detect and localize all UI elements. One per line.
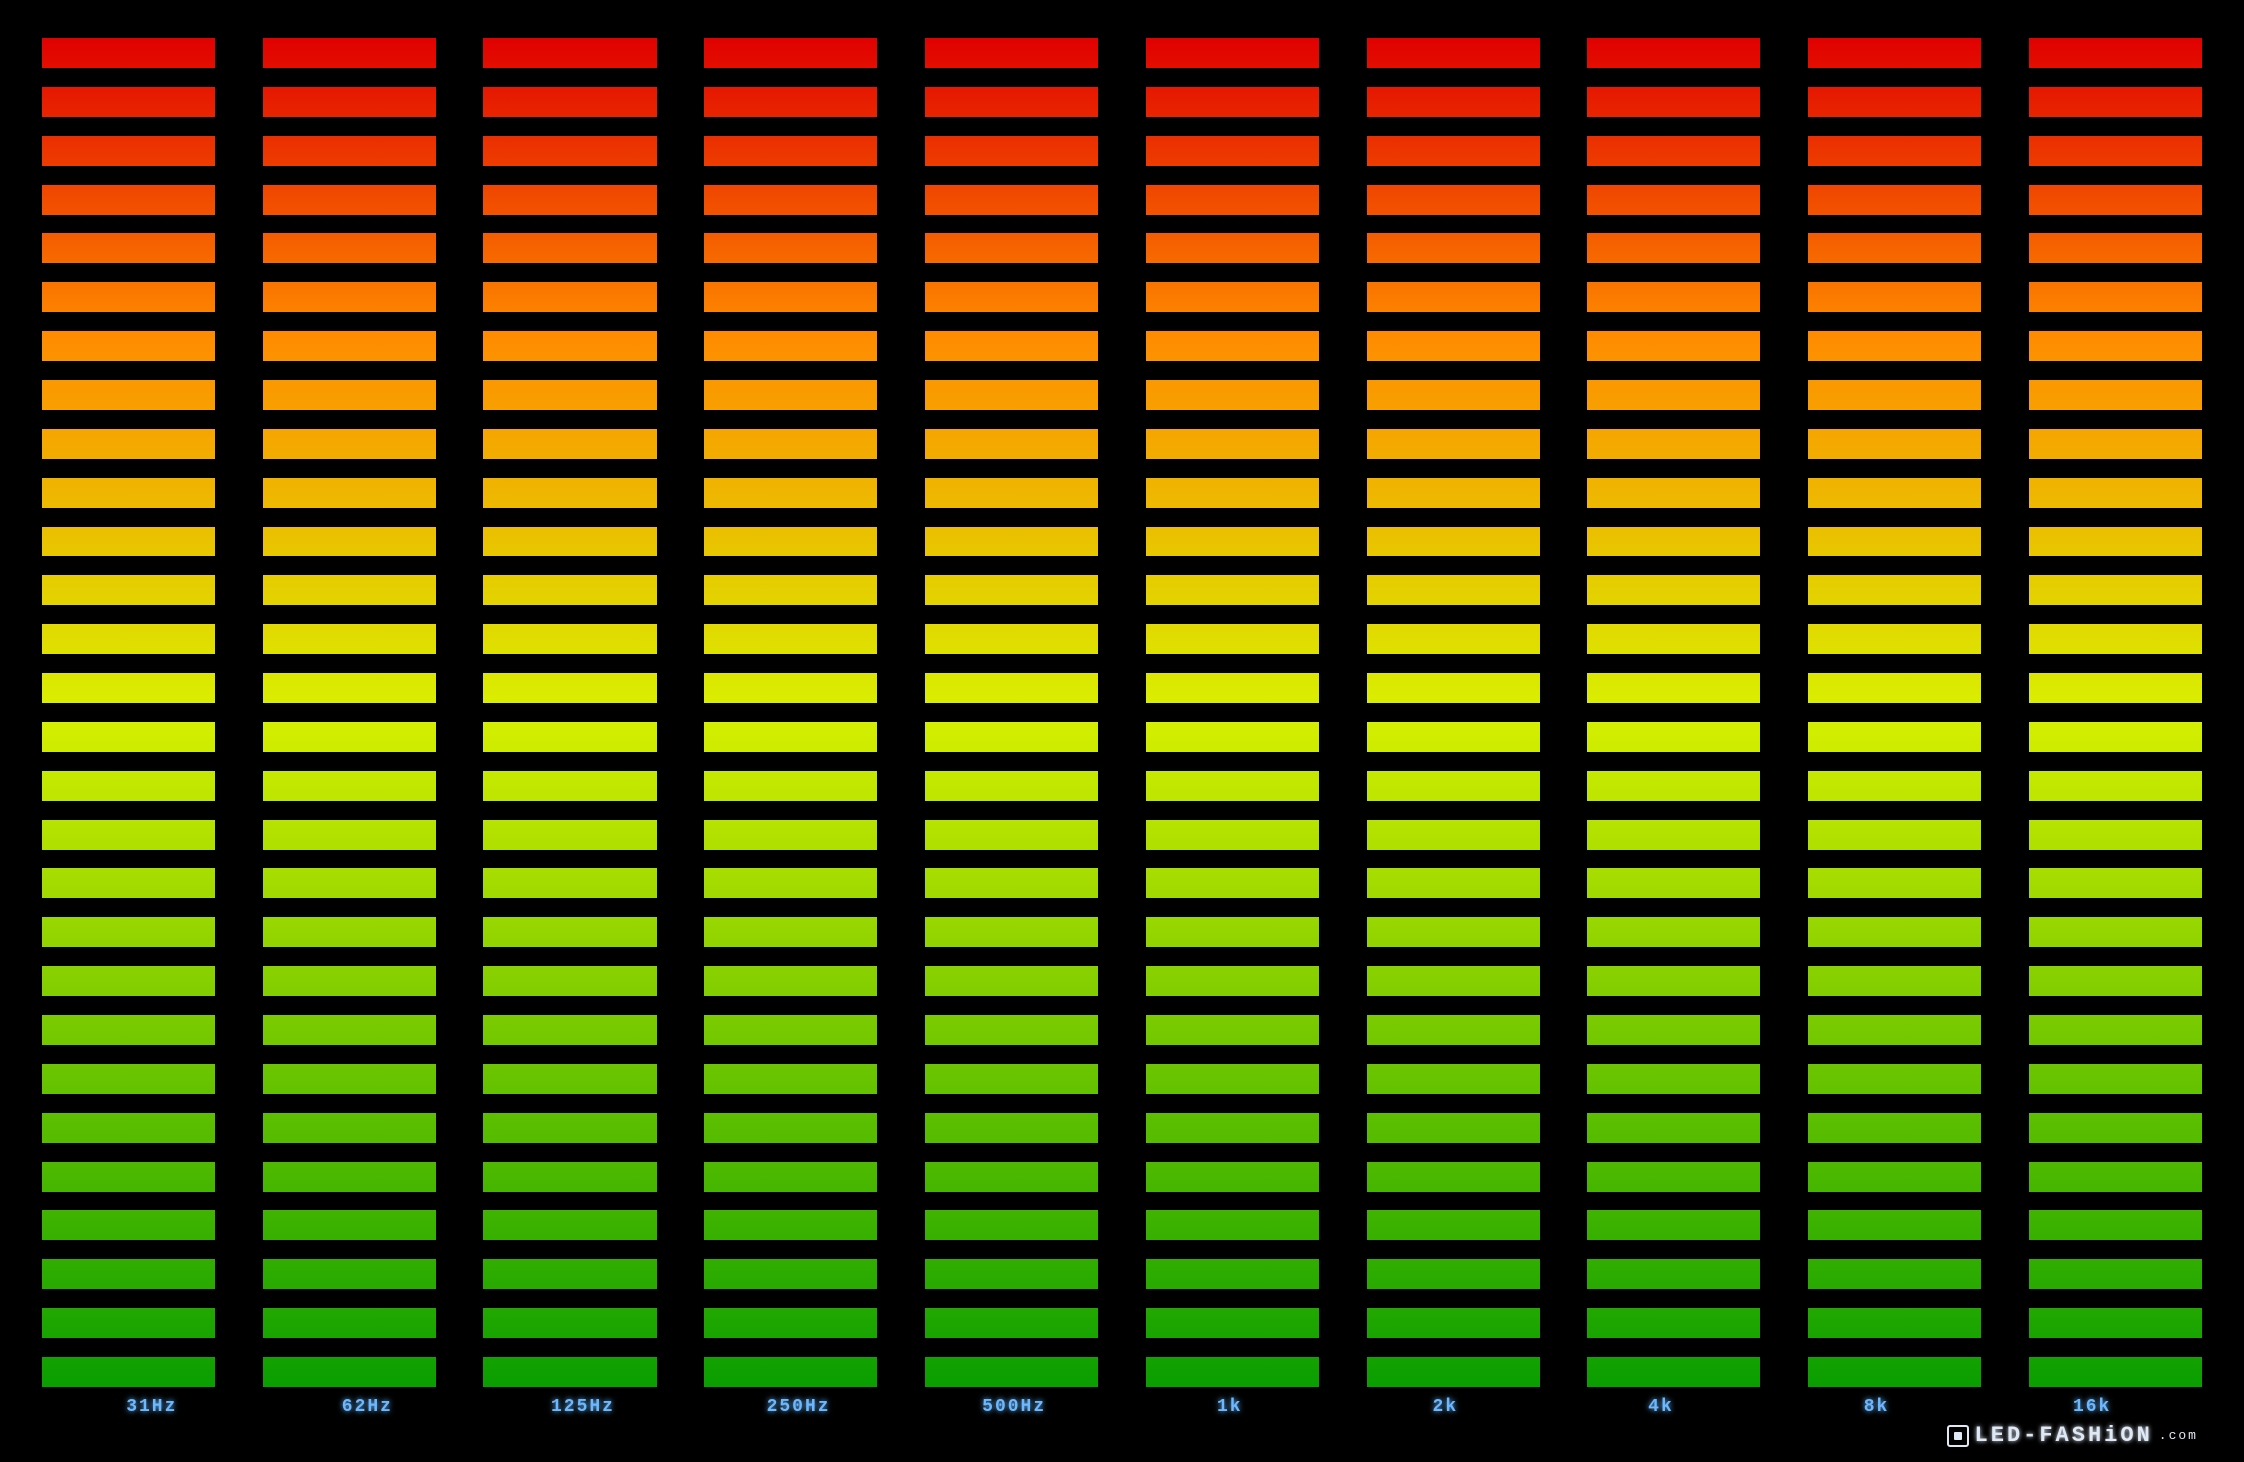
row-gap (42, 410, 2202, 429)
row-gap (42, 263, 2202, 282)
equalizer-grid (42, 38, 2202, 1387)
row-gap (42, 1045, 2202, 1064)
row-gap (42, 703, 2202, 722)
row-gap (42, 752, 2202, 771)
freq-label: 500Hz (906, 1397, 1122, 1417)
row-gap (42, 1192, 2202, 1211)
led-square-icon (1947, 1425, 1969, 1447)
row-gap (42, 508, 2202, 527)
row-gap (42, 556, 2202, 575)
freq-label: 2k (1338, 1397, 1554, 1417)
freq-label: 62Hz (260, 1397, 476, 1417)
row-gap (42, 850, 2202, 869)
frequency-labels-row: 31Hz62Hz125Hz250Hz500Hz1k2k4k8k16k (42, 1397, 2202, 1417)
row-gap (42, 459, 2202, 478)
row-gap (42, 312, 2202, 331)
row-gap (42, 1143, 2202, 1162)
row-gap (42, 361, 2202, 380)
freq-label: 4k (1553, 1397, 1769, 1417)
row-gap (42, 215, 2202, 234)
row-gap (42, 1338, 2202, 1357)
row-gap (42, 947, 2202, 966)
freq-label: 31Hz (44, 1397, 260, 1417)
row-gap (42, 996, 2202, 1015)
row-gap (42, 1240, 2202, 1259)
freq-label: 8k (1769, 1397, 1985, 1417)
freq-label: 250Hz (691, 1397, 907, 1417)
row-gap (42, 117, 2202, 136)
freq-label: 1k (1122, 1397, 1338, 1417)
equalizer-panel: 31Hz62Hz125Hz250Hz500Hz1k2k4k8k16k LED-F… (0, 0, 2244, 1462)
row-gap (42, 166, 2202, 185)
brand-row: LED-FASHiON .com (42, 1423, 2202, 1448)
brand-name: LED-FASHiON (1975, 1423, 2153, 1448)
row-gap (42, 68, 2202, 87)
row-gap (42, 898, 2202, 917)
brand-suffix: .com (2159, 1428, 2198, 1443)
freq-label: 125Hz (475, 1397, 691, 1417)
freq-label: 16k (1984, 1397, 2200, 1417)
row-gap (42, 1094, 2202, 1113)
row-gap (42, 654, 2202, 673)
row-gap (42, 1289, 2202, 1308)
row-gap (42, 605, 2202, 624)
row-gap (42, 801, 2202, 820)
